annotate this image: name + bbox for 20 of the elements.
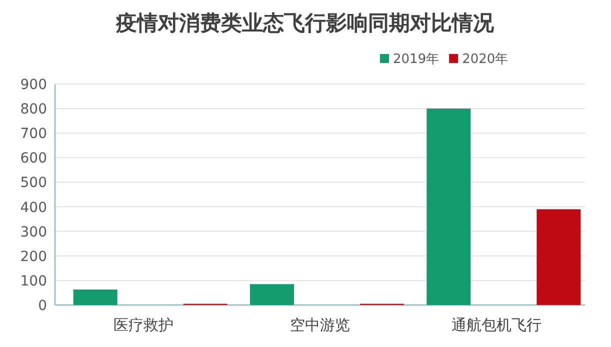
y-tick-label: 100 <box>20 273 47 290</box>
y-tick-label: 300 <box>20 224 47 240</box>
bar <box>426 108 471 305</box>
legend-label: 2020年 <box>462 52 508 67</box>
x-tick-label: 通航包机飞行 <box>452 316 542 334</box>
x-tick-label: 空中游览 <box>290 316 350 334</box>
x-tick-label: 医疗救护 <box>113 316 174 334</box>
bar <box>250 284 294 305</box>
y-tick-label: 800 <box>20 102 47 118</box>
y-tick-label: 700 <box>20 126 47 142</box>
y-tick-label: 400 <box>20 200 47 216</box>
bar <box>536 209 581 305</box>
y-tick-label: 900 <box>20 77 47 93</box>
y-tick-label: 200 <box>20 248 47 265</box>
legend-label: 2019年 <box>393 52 440 67</box>
y-tick-label: 600 <box>20 150 47 167</box>
y-tick-label: 500 <box>20 175 47 192</box>
bar <box>73 290 118 305</box>
chart-title: 疫情对消费类业态飞行影响同期对比情况 <box>115 11 495 35</box>
y-tick-label: 0 <box>38 298 47 314</box>
